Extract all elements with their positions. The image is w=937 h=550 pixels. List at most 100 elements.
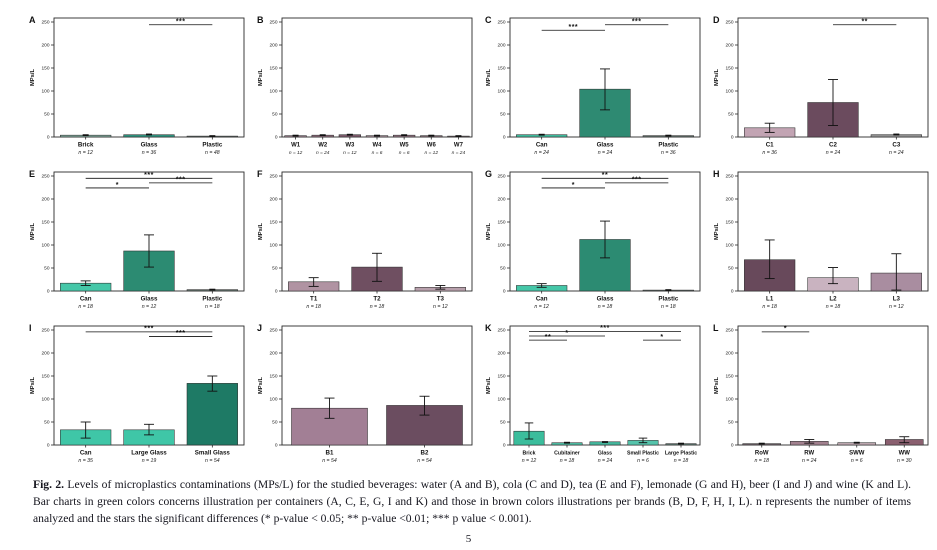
category-label: W4 (373, 143, 383, 149)
n-label: n = 18 (205, 304, 220, 310)
category-label: B2 (421, 450, 429, 457)
plot-border (53, 17, 245, 138)
significance-stars: *** (632, 177, 642, 184)
category-label: WW (899, 451, 911, 457)
category-label: T1 (310, 296, 318, 303)
n-label: n = 12 (343, 150, 357, 156)
panel-letter: J (257, 323, 262, 333)
y-tick-label: 250 (41, 20, 49, 26)
y-tick-label: 100 (725, 397, 733, 403)
category-label: Glass (597, 142, 614, 149)
y-tick-label: 200 (41, 43, 49, 49)
n-label: n = 18 (598, 304, 613, 310)
n-label: n = 18 (78, 304, 93, 310)
y-tick-label: 50 (272, 420, 278, 426)
category-label: W6 (427, 143, 437, 149)
n-label: n = 24 (826, 150, 841, 156)
category-label: SWW (849, 451, 865, 457)
n-label: n = 35 (78, 458, 93, 464)
y-tick-label: 0 (503, 135, 506, 141)
y-tick-label: 100 (269, 243, 277, 249)
y-tick-label: 150 (497, 374, 505, 380)
error-bar (602, 441, 608, 443)
panel-letter: A (29, 15, 36, 25)
panel-letter: L (713, 323, 719, 333)
category-label: C2 (829, 142, 837, 149)
y-tick-label: 100 (41, 397, 49, 403)
n-label: n = 24 (316, 150, 330, 156)
panel-D: D 0 50 100 150 200 250 MPs/L ** C1 n = 36 C2 n = 24 C… (706, 6, 934, 160)
n-label: n = 19 (142, 458, 157, 464)
error-bar (428, 134, 435, 137)
y-tick-label: 200 (41, 197, 49, 203)
panel-C: C 0 50 100 150 200 250 MPs/L *** *** Can n = 24 Glas… (478, 6, 706, 160)
n-label: n = 18 (661, 304, 676, 310)
n-label: n = 18 (674, 458, 689, 464)
y-tick-label: 0 (47, 443, 50, 449)
category-label: Glass (597, 296, 614, 303)
y-tick-label: 200 (41, 351, 49, 357)
significance-stars: ** (545, 334, 551, 341)
y-tick-label: 250 (497, 174, 505, 180)
panel-F: F 0 50 100 150 200 250 MPs/L T1 n = 18 T2 n = 18 T3 n… (250, 160, 478, 314)
category-label: Glass (141, 142, 158, 149)
category-label: Glass (598, 451, 612, 457)
error-bar (665, 134, 672, 137)
category-label: Can (536, 296, 548, 303)
y-tick-label: 100 (725, 89, 733, 95)
y-tick-label: 0 (275, 289, 278, 295)
error-bar (455, 135, 462, 137)
error-bar (678, 442, 684, 445)
significance-stars: * (565, 330, 568, 337)
n-label: n = 18 (754, 458, 769, 464)
y-tick-label: 200 (269, 351, 277, 357)
significance-stars: *** (600, 325, 610, 332)
significance-stars: * (572, 182, 575, 189)
y-tick-label: 150 (269, 374, 277, 380)
y-tick-label: 50 (44, 266, 50, 272)
y-tick-label: 250 (269, 328, 277, 334)
y-tick-label: 50 (44, 420, 50, 426)
y-tick-label: 250 (269, 20, 277, 26)
page-number: 5 (465, 533, 472, 545)
y-tick-label: 50 (500, 266, 506, 272)
significance-stars: * (660, 334, 663, 341)
category-label: Small Plastic (627, 451, 659, 457)
n-label: n = 48 (205, 150, 220, 156)
plot-border (737, 325, 929, 446)
y-tick-label: 0 (503, 289, 506, 295)
category-label: Large Glass (131, 450, 167, 457)
y-tick-label: 250 (41, 328, 49, 334)
y-axis-label: MPs/L (258, 377, 264, 395)
category-label: L2 (829, 296, 837, 303)
y-axis-label: MPs/L (258, 69, 264, 87)
y-tick-label: 250 (41, 174, 49, 180)
n-label: n = 12 (433, 304, 448, 310)
significance-stars: *** (144, 172, 154, 179)
significance-stars: ** (602, 172, 608, 179)
y-tick-label: 100 (497, 397, 505, 403)
significance-stars: *** (632, 19, 642, 26)
panel-I: I 0 50 100 150 200 250 MPs/L *** *** Can n = 35 Larg… (22, 314, 250, 468)
y-tick-label: 50 (728, 420, 734, 426)
y-tick-label: 100 (41, 89, 49, 95)
category-label: Can (536, 142, 548, 149)
n-label: n = 6 (399, 150, 410, 156)
figure-caption-text: Levels of microplastics contaminations (… (33, 478, 911, 525)
panel-letter: B (257, 15, 264, 25)
n-label: n = 12 (425, 150, 439, 156)
category-label: RoW (755, 451, 769, 457)
n-label: n = 18 (762, 304, 777, 310)
plot-border (281, 17, 473, 138)
significance-stars: *** (176, 19, 186, 26)
y-tick-label: 250 (725, 20, 733, 26)
n-label: n = 36 (142, 150, 157, 156)
category-label: W3 (345, 143, 355, 149)
category-label: T3 (437, 296, 445, 303)
category-label: Can (80, 450, 92, 457)
plot-border (281, 325, 473, 446)
